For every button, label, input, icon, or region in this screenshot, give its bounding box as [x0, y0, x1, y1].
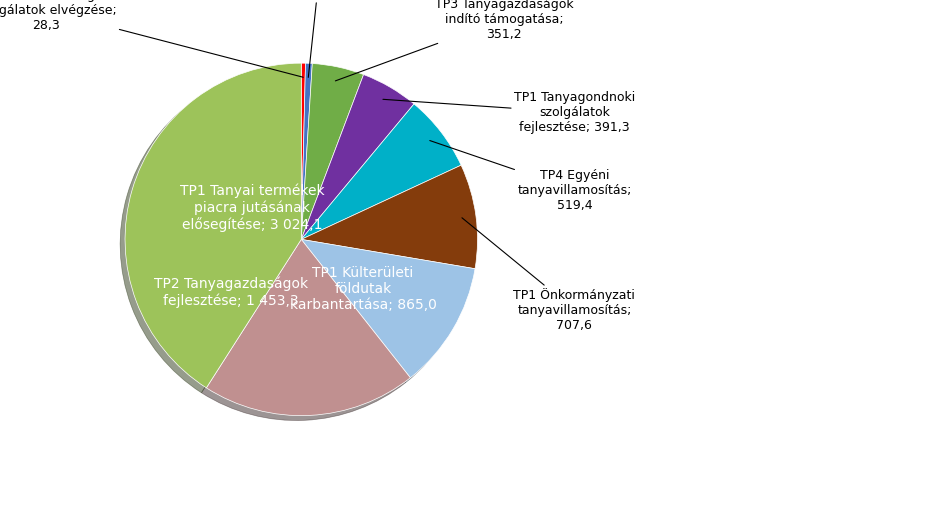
- Wedge shape: [207, 240, 411, 416]
- Text: TP1 Tanyagondnoki
szolgálatok
fejlesztése; 391,3: TP1 Tanyagondnoki szolgálatok fejlesztés…: [383, 91, 635, 134]
- Text: TP2 Tanyagazdaságok
fejlesztése; 1 453,3: TP2 Tanyagazdaságok fejlesztése; 1 453,3: [154, 277, 308, 308]
- Text: TP1 Tanyai termékek
piacra jutásának
elősegítése; 3 024,1: TP1 Tanyai termékek piacra jutásának elő…: [180, 183, 324, 232]
- Wedge shape: [301, 165, 477, 269]
- Wedge shape: [301, 63, 306, 240]
- Wedge shape: [125, 63, 301, 388]
- Text: TP1 Önkormányzati
tanyavillamosítás;
707,6: TP1 Önkormányzati tanyavillamosítás; 707…: [462, 218, 635, 332]
- Wedge shape: [301, 63, 312, 240]
- Text: TP4 Egyéni
tanyavillamosítás;
519,4: TP4 Egyéni tanyavillamosítás; 519,4: [430, 140, 631, 212]
- Text: TP1 Vízminőség
vizsgálatok elvégzése;
28,3: TP1 Vízminőség vizsgálatok elvégzése; 28…: [0, 0, 303, 77]
- Wedge shape: [301, 64, 363, 240]
- Wedge shape: [301, 240, 475, 378]
- Wedge shape: [301, 75, 414, 240]
- Text: TP3 Tanyagazdaságok
indító támogatása;
351,2: TP3 Tanyagazdaságok indító támogatása; 3…: [336, 0, 573, 81]
- Text: TP1 Külterületi
földutak
karbantartása; 865,0: TP1 Külterületi földutak karbantartása; …: [289, 266, 437, 312]
- Text: TP1 Megyei
tanyafelmérések;
45,3: TP1 Megyei tanyafelmérések; 45,3: [264, 0, 374, 78]
- Wedge shape: [301, 104, 461, 240]
